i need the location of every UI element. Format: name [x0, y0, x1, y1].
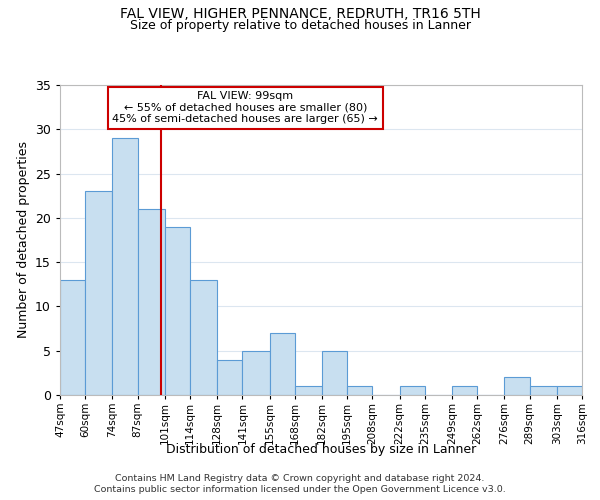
- Bar: [322, 350, 347, 395]
- Bar: [85, 192, 112, 395]
- Bar: [217, 360, 242, 395]
- Bar: [530, 386, 557, 395]
- Bar: [60, 280, 85, 395]
- Bar: [505, 378, 530, 395]
- Bar: [347, 386, 373, 395]
- Text: Distribution of detached houses by size in Lanner: Distribution of detached houses by size …: [166, 442, 476, 456]
- Bar: [190, 280, 217, 395]
- Bar: [452, 386, 477, 395]
- Bar: [242, 350, 269, 395]
- Bar: [137, 209, 165, 395]
- Text: FAL VIEW: 99sqm
← 55% of detached houses are smaller (80)
45% of semi-detached h: FAL VIEW: 99sqm ← 55% of detached houses…: [112, 91, 378, 124]
- Bar: [165, 226, 190, 395]
- Text: Size of property relative to detached houses in Lanner: Size of property relative to detached ho…: [130, 18, 470, 32]
- Bar: [112, 138, 137, 395]
- Y-axis label: Number of detached properties: Number of detached properties: [17, 142, 29, 338]
- Bar: [295, 386, 322, 395]
- Bar: [269, 333, 295, 395]
- Bar: [400, 386, 425, 395]
- Text: FAL VIEW, HIGHER PENNANCE, REDRUTH, TR16 5TH: FAL VIEW, HIGHER PENNANCE, REDRUTH, TR16…: [119, 8, 481, 22]
- Text: Contains public sector information licensed under the Open Government Licence v3: Contains public sector information licen…: [94, 485, 506, 494]
- Text: Contains HM Land Registry data © Crown copyright and database right 2024.: Contains HM Land Registry data © Crown c…: [115, 474, 485, 483]
- Bar: [557, 386, 582, 395]
